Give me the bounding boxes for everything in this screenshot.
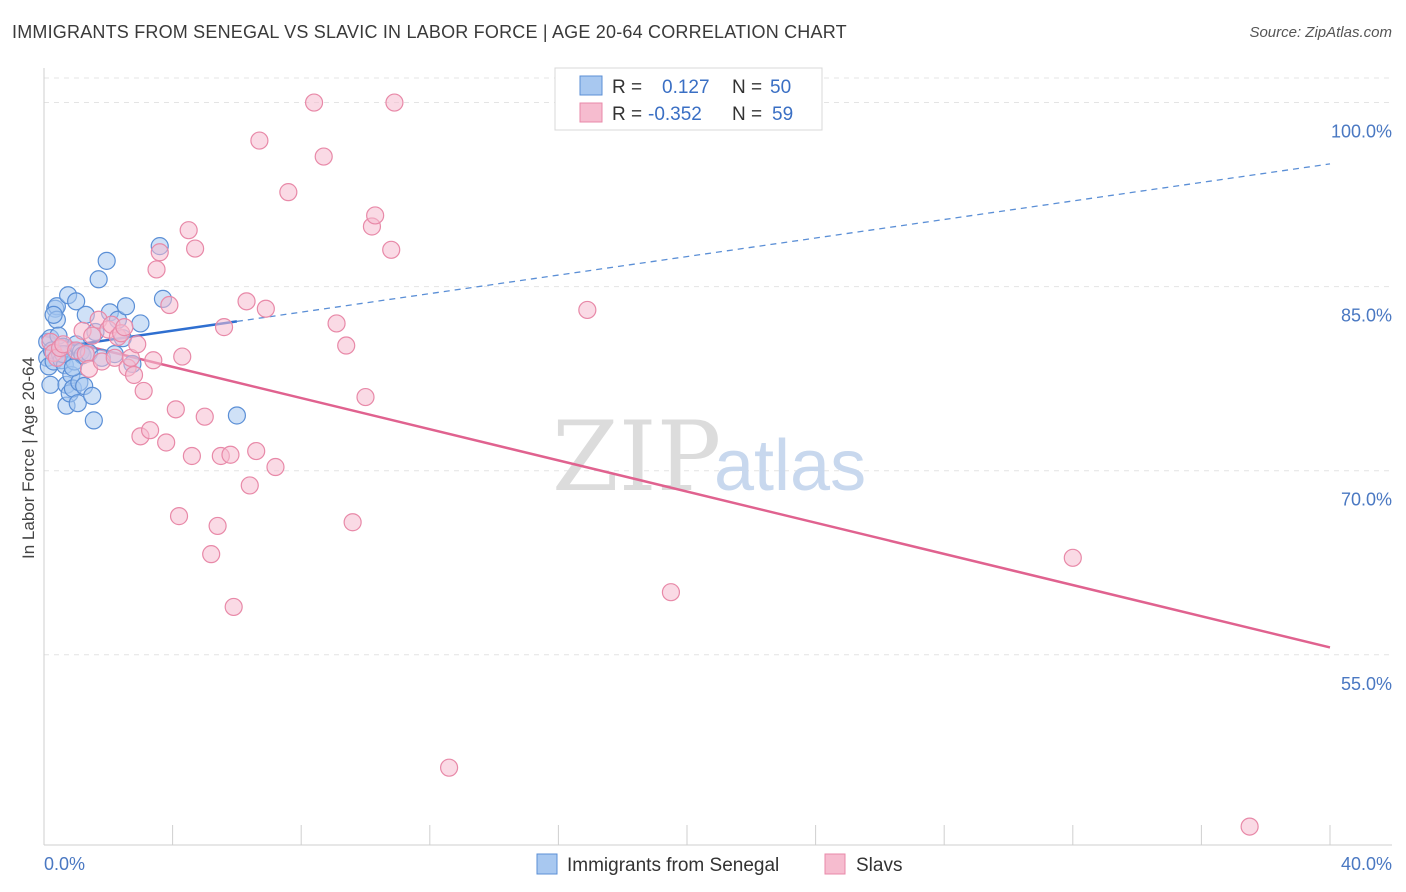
watermark-atlas: atlas <box>714 426 866 506</box>
slavs-point <box>128 335 147 354</box>
slavs-point <box>173 347 192 366</box>
senegal-point <box>68 394 87 413</box>
slavs-point <box>195 407 214 426</box>
slavs-point <box>356 387 375 407</box>
source-label: Source: ZipAtlas.com <box>1249 24 1392 41</box>
slavs-point <box>182 446 201 466</box>
legend-n-value-2: 59 <box>772 104 793 125</box>
slavs-point <box>366 206 385 225</box>
slavs-point <box>439 758 459 777</box>
slavs-point <box>256 299 275 318</box>
slavs-point <box>382 240 401 259</box>
slavs-point <box>214 318 234 337</box>
senegal-point <box>83 386 102 405</box>
slavs-point <box>186 239 205 258</box>
slavs-point <box>83 326 102 345</box>
grid-lines: 55.0% 70.0% 85.0% 100.0% <box>44 77 1392 694</box>
legend-r-value-1: 0.127 <box>662 77 710 98</box>
series-legend: Immigrants from Senegal Slavs <box>536 853 902 876</box>
senegal-point <box>131 314 150 333</box>
slavs-point <box>266 457 285 477</box>
y-tick-label: 100.0% <box>1331 122 1392 142</box>
senegal-point <box>67 292 86 311</box>
y-tick-label: 70.0% <box>1341 490 1392 510</box>
legend-swatch-blue <box>579 75 603 96</box>
slavs-point <box>224 597 243 617</box>
senegal-point <box>89 270 108 289</box>
slavs-point <box>208 516 227 536</box>
y-tick-label: 85.0% <box>1341 306 1392 326</box>
x-tick-label: 40.0% <box>1341 854 1392 874</box>
series-label-slavs: Slavs <box>856 855 902 876</box>
slavs-point <box>578 300 597 320</box>
slavs-point <box>1240 817 1259 836</box>
legend-swatch-pink <box>579 102 603 123</box>
series-swatch-slavs <box>824 853 846 875</box>
slavs-point <box>314 147 333 166</box>
x-tick-label: 0.0% <box>44 854 85 874</box>
senegal-point <box>116 297 136 316</box>
legend-r-label-1: R = <box>612 77 642 98</box>
slavs-point <box>279 183 298 202</box>
slavs-point <box>160 295 179 315</box>
correlation-legend: R = 0.127 N = 50 R = -0.352 N = 59 <box>554 67 823 131</box>
senegal-point <box>41 375 60 394</box>
watermark-zip: ZIP <box>552 401 721 513</box>
slavs-point <box>166 400 185 419</box>
legend-n-value-1: 50 <box>770 77 791 98</box>
series-label-senegal: Immigrants from Senegal <box>567 855 779 876</box>
legend-r-label-2: R = <box>612 104 642 125</box>
slavs-points <box>41 93 1259 836</box>
y-tick-label: 55.0% <box>1341 674 1392 694</box>
slavs-point <box>124 365 144 385</box>
slavs-point <box>250 131 269 150</box>
slavs-point <box>115 318 134 337</box>
senegal-points <box>38 237 246 430</box>
slavs-point <box>134 381 153 401</box>
senegal-point <box>44 305 63 324</box>
watermark: ZIP atlas <box>552 401 866 513</box>
slavs-point <box>140 421 160 440</box>
slavs-point <box>169 507 189 526</box>
y-axis-title: In Labor Force | Age 20-64 <box>19 357 38 559</box>
senegal-trend-dashed <box>236 163 1331 323</box>
slavs-point <box>385 93 404 112</box>
slavs-point <box>327 314 346 333</box>
slavs-point <box>221 445 240 464</box>
slavs-point <box>240 476 259 495</box>
chart-title: IMMIGRANTS FROM SENEGAL VS SLAVIC IN LAB… <box>12 22 847 42</box>
slavs-point <box>150 243 169 262</box>
slavs-point <box>202 545 221 564</box>
legend-n-label-1: N = <box>732 77 762 98</box>
senegal-point <box>84 411 103 430</box>
senegal-point <box>63 358 83 377</box>
slavs-point <box>147 260 166 279</box>
series-swatch-senegal <box>536 853 558 875</box>
senegal-point <box>227 406 246 425</box>
senegal-point <box>97 251 116 270</box>
slavs-point <box>179 221 198 240</box>
slavs-point <box>76 345 95 364</box>
slavs-point <box>1063 548 1082 567</box>
legend-r-value-2: -0.352 <box>648 104 702 125</box>
slavs-point <box>144 351 163 370</box>
slavs-point <box>343 513 362 532</box>
axes: 0.0% 40.0% <box>43 68 1392 874</box>
legend-n-label-2: N = <box>732 104 762 125</box>
slavs-point <box>237 292 256 311</box>
slavs-trend-line <box>43 334 1331 649</box>
slavs-point <box>157 433 176 452</box>
slavs-point <box>661 583 681 602</box>
slavs-point <box>337 336 356 355</box>
slavs-point <box>247 441 266 461</box>
slavs-point <box>304 93 324 112</box>
